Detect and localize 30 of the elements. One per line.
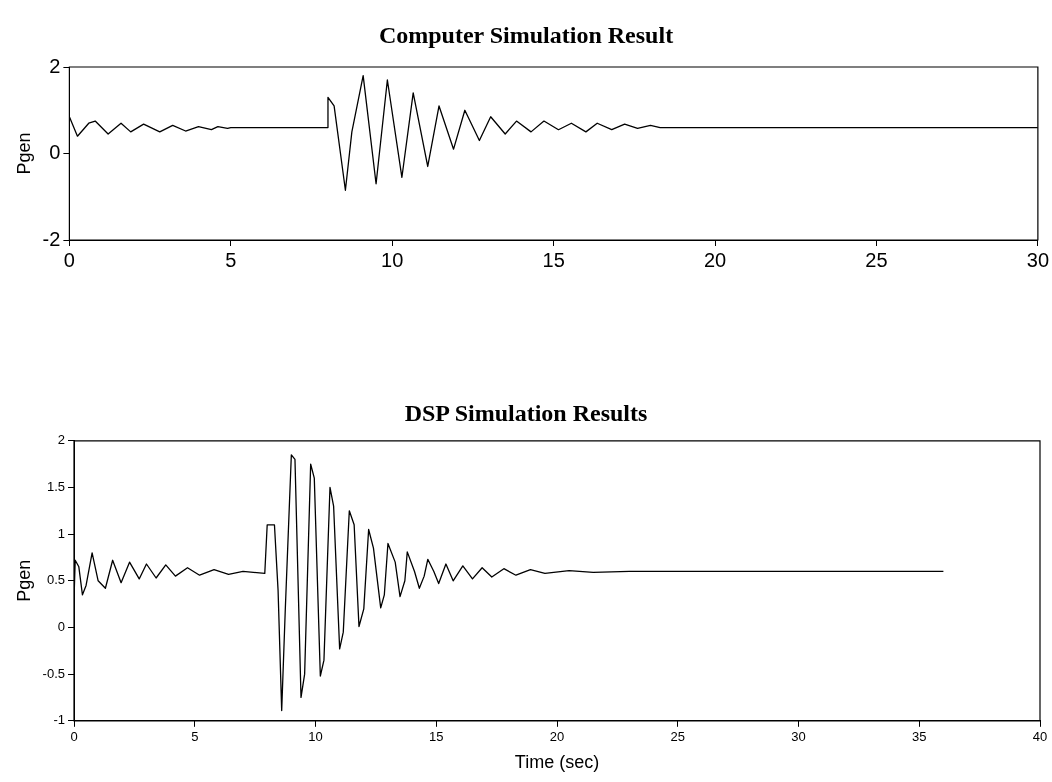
x-tick-label: 30 [791, 729, 806, 745]
x-tick-label: 30 [1026, 248, 1049, 271]
y-tick-label: 1 [57, 525, 65, 541]
y-tick-label: 0.5 [46, 572, 65, 588]
x-tick-label: 10 [381, 248, 404, 271]
y-tick-label: 1.5 [46, 479, 65, 495]
chart-title: Computer Simulation Result [377, 21, 675, 50]
x-tick-label: 20 [703, 248, 727, 271]
y-axis-title: Pgen [13, 132, 34, 175]
y-tick-label: 0 [49, 141, 61, 164]
x-tick-label: 5 [225, 248, 237, 271]
x-tick-label: 0 [70, 729, 78, 745]
y-axis-title: Pgen [13, 559, 34, 602]
x-tick-label: 35 [912, 729, 927, 745]
x-tick-label: 10 [308, 729, 323, 745]
x-axis-title: Time (sec) [514, 752, 600, 773]
x-tick-label: 15 [542, 248, 565, 271]
y-tick-label: 2 [57, 432, 65, 448]
y-tick-label: -0.5 [42, 665, 65, 681]
y-tick-label: -1 [53, 712, 65, 728]
x-tick-label: 40 [1032, 729, 1048, 745]
x-tick-label: 25 [865, 248, 888, 271]
x-tick-label: 5 [191, 729, 199, 745]
y-tick-label: 2 [49, 54, 61, 77]
y-tick-label: 0 [57, 619, 65, 635]
y-tick-label: -2 [42, 227, 61, 250]
x-tick-label: 25 [670, 729, 685, 745]
chart-title: DSP Simulation Results [403, 399, 649, 428]
x-tick-label: 20 [549, 729, 565, 745]
x-tick-label: 15 [429, 729, 444, 745]
